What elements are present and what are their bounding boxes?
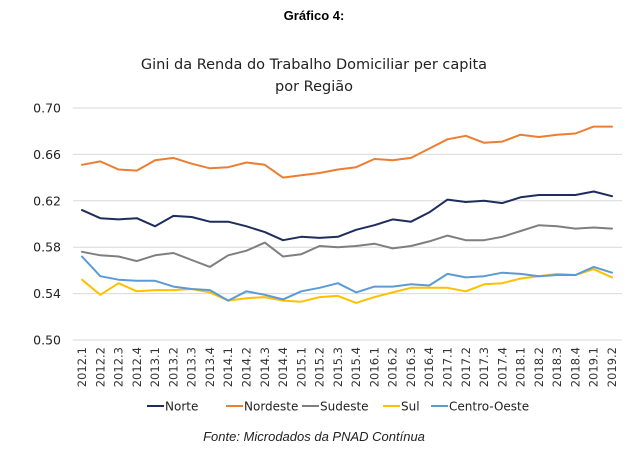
x-tick-label: 2015.4 (349, 347, 363, 387)
gridlines (73, 107, 622, 341)
x-tick-label: 2012.4 (130, 347, 144, 387)
x-tick-label: 2013.3 (185, 347, 199, 387)
series-line-centro-oeste (81, 255, 613, 302)
series-line-sul (81, 268, 613, 304)
y-tick-label: 0.54 (33, 286, 61, 301)
legend-label: Nordeste (244, 400, 298, 414)
legend: Norte Nordeste Sudeste Sul Centro-Oeste (147, 400, 529, 414)
x-tick-label: 2019.2 (605, 347, 619, 387)
x-axis-ticks: 2012.1 2012.2 2012.3 2012.4 2013.1 2013.2 2013… (75, 347, 619, 387)
legend-item-norte: Norte (147, 400, 198, 414)
figure-heading: Gráfico 4: (283, 8, 345, 23)
source-note: Fonte: Microdados da PNAD Contínua (203, 429, 425, 444)
series-lines (81, 125, 613, 304)
x-tick-label: 2018.4 (568, 347, 582, 387)
x-tick-label: 2016.2 (386, 347, 400, 387)
x-tick-label: 2014.1 (221, 347, 235, 387)
x-tick-label: 2018.2 (532, 347, 546, 387)
legend-label: Sudeste (320, 400, 369, 414)
x-tick-label: 2014.4 (276, 347, 290, 387)
legend-label: Norte (165, 400, 198, 414)
series-line-norte (81, 190, 613, 242)
legend-label: Sul (401, 400, 420, 414)
legend-label: Centro-Oeste (449, 400, 529, 414)
x-tick-label: 2012.3 (112, 347, 126, 387)
x-tick-label: 2013.4 (203, 347, 217, 387)
x-tick-label: 2019.1 (587, 347, 601, 387)
x-tick-label: 2018.1 (514, 347, 528, 387)
x-tick-label: 2017.3 (477, 347, 491, 387)
x-tick-label: 2016.3 (404, 347, 418, 387)
legend-item-sul: Sul (383, 400, 420, 414)
x-tick-label: 2017.1 (441, 347, 455, 387)
chart-title-line: por Região (275, 79, 353, 95)
x-tick-label: 2012.1 (75, 347, 89, 387)
x-tick-label: 2015.1 (294, 347, 308, 387)
x-tick-label: 2016.1 (367, 347, 381, 387)
x-tick-label: 2014.3 (258, 347, 272, 387)
x-tick-label: 2014.2 (239, 347, 253, 387)
y-tick-label: 0.58 (33, 240, 61, 255)
legend-item-nordeste: Nordeste (226, 400, 298, 414)
chart-title-line: Gini da Renda do Trabalho Domiciliar per… (141, 57, 487, 73)
chart-title: Gini da Renda do Trabalho Domiciliar per… (141, 57, 487, 95)
y-axis-ticks: 0.50 0.54 0.58 0.62 0.66 0.70 (33, 101, 61, 348)
x-tick-label: 2015.3 (331, 347, 345, 387)
series-line-nordeste (81, 125, 613, 179)
y-tick-label: 0.62 (33, 193, 61, 208)
x-tick-label: 2012.2 (93, 347, 107, 387)
x-tick-label: 2017.4 (495, 347, 509, 387)
series-line-sudeste (81, 224, 613, 268)
x-tick-label: 2013.2 (166, 347, 180, 387)
x-tick-label: 2017.2 (459, 347, 473, 387)
x-tick-label: 2018.3 (550, 347, 564, 387)
y-tick-label: 0.50 (33, 333, 61, 348)
x-tick-label: 2013.1 (148, 347, 162, 387)
y-tick-label: 0.66 (33, 147, 61, 162)
legend-item-sudeste: Sudeste (302, 400, 369, 414)
x-tick-label: 2015.2 (313, 347, 327, 387)
x-tick-label: 2016.4 (422, 347, 436, 387)
y-tick-label: 0.70 (33, 101, 61, 116)
legend-item-centro-oeste: Centro-Oeste (431, 400, 529, 414)
